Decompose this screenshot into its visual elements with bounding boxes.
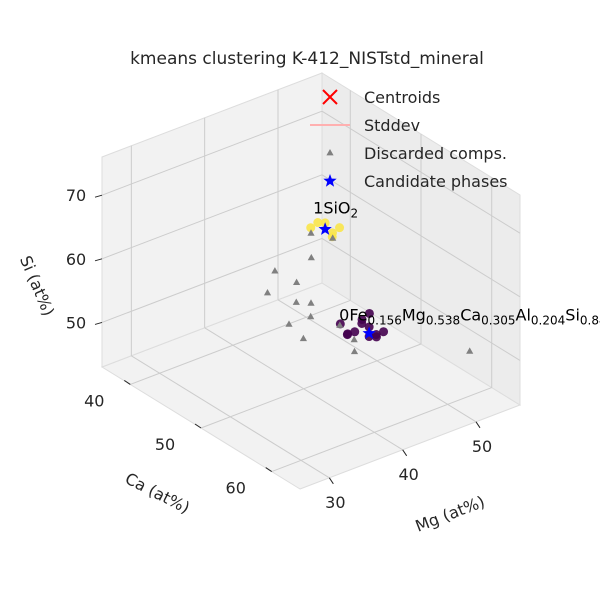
discarded-point xyxy=(271,267,279,274)
legend-discarded-icon xyxy=(326,149,334,156)
legend-label: Stddev xyxy=(364,116,420,135)
y-tick-label: 50 xyxy=(155,435,175,454)
scatter-point xyxy=(313,218,323,228)
scatter-point xyxy=(327,228,337,238)
x-tick-mark xyxy=(328,477,334,485)
discarded-point xyxy=(292,298,300,305)
x-tick-mark xyxy=(475,421,481,429)
y-axis-label: Ca (at%) xyxy=(122,469,193,518)
candidate-phase-star xyxy=(362,326,376,339)
y-tick-mark xyxy=(265,467,272,472)
discarded-point xyxy=(307,299,315,306)
grid-line-z-side xyxy=(321,174,521,298)
chart-title: kmeans clustering K-412_NISTstd_mineral xyxy=(130,49,484,69)
discarded-point xyxy=(307,312,315,320)
x-tick-label: 50 xyxy=(472,437,492,456)
candidate-phase-star xyxy=(318,222,332,235)
data-points xyxy=(263,218,474,355)
discarded-point xyxy=(350,347,359,355)
y-tick-mark xyxy=(124,380,131,385)
phase-annotation: 0Fe0.156Mg0.538Ca0.305Al0.204Si0.847O3 xyxy=(339,306,600,328)
grid-line-z-back xyxy=(101,237,323,323)
tick-labels: 30 40 50 40 50 60 50 60 70 xyxy=(66,186,492,512)
discarded-point xyxy=(285,320,293,327)
z-tick-label: 70 xyxy=(66,186,86,205)
legend: Centroids Stddev Discarded comps. Candidate… xyxy=(310,88,508,191)
z-tick-mark xyxy=(94,321,103,325)
z-tick-mark xyxy=(94,258,103,262)
y-tick-label: 60 xyxy=(226,479,246,498)
scatter-point xyxy=(306,223,316,233)
grid-line-y-floor xyxy=(130,299,351,385)
z-tick-label: 60 xyxy=(66,250,86,269)
grid-line-y-floor xyxy=(271,387,492,473)
grid-line-z-side xyxy=(321,238,521,361)
grid-line-z-back xyxy=(101,174,323,260)
discarded-point xyxy=(336,321,344,328)
axes-panes xyxy=(100,72,522,490)
x-axis-label: Mg (at%) xyxy=(413,492,488,536)
scatter-point xyxy=(364,308,374,318)
y-tick-label: 40 xyxy=(84,391,104,410)
x-tick-mark xyxy=(402,449,408,457)
z-axis-label: Si (at%) xyxy=(16,253,58,319)
discarded-point xyxy=(293,278,301,285)
grid-line-y-floor xyxy=(200,343,422,429)
legend-candidate-icon xyxy=(323,174,337,187)
discarded-point xyxy=(263,289,272,296)
discarded-point xyxy=(350,335,358,343)
legend-centroid-icon xyxy=(322,89,338,105)
z-tick-label: 50 xyxy=(66,313,86,332)
scatter-point xyxy=(335,223,345,233)
discarded-point xyxy=(329,234,337,241)
legend-label: Candidate phases xyxy=(364,172,508,191)
discarded-point xyxy=(307,253,315,261)
legend-label: Centroids xyxy=(364,88,440,107)
scatter-point xyxy=(343,329,353,339)
x-tick-label: 30 xyxy=(325,493,345,512)
x-tick-label: 40 xyxy=(398,465,418,484)
scatter-point xyxy=(379,327,389,337)
phase-annotation: 1SiO2 xyxy=(313,198,358,220)
annotations: 1SiO2 0Fe0.156Mg0.538Ca0.305Al0.204Si0.84… xyxy=(313,198,600,327)
legend-label: Discarded comps. xyxy=(364,144,507,163)
discarded-point xyxy=(299,334,307,342)
scatter-point xyxy=(350,327,360,337)
z-tick-mark xyxy=(94,194,103,198)
grid-line-z-back xyxy=(101,110,323,196)
grid-line-z-side xyxy=(321,110,521,234)
grid-lines xyxy=(101,89,521,479)
scatter-point xyxy=(357,318,367,328)
discarded-point xyxy=(307,229,315,236)
y-tick-mark xyxy=(194,423,202,429)
discarded-point xyxy=(466,347,474,354)
